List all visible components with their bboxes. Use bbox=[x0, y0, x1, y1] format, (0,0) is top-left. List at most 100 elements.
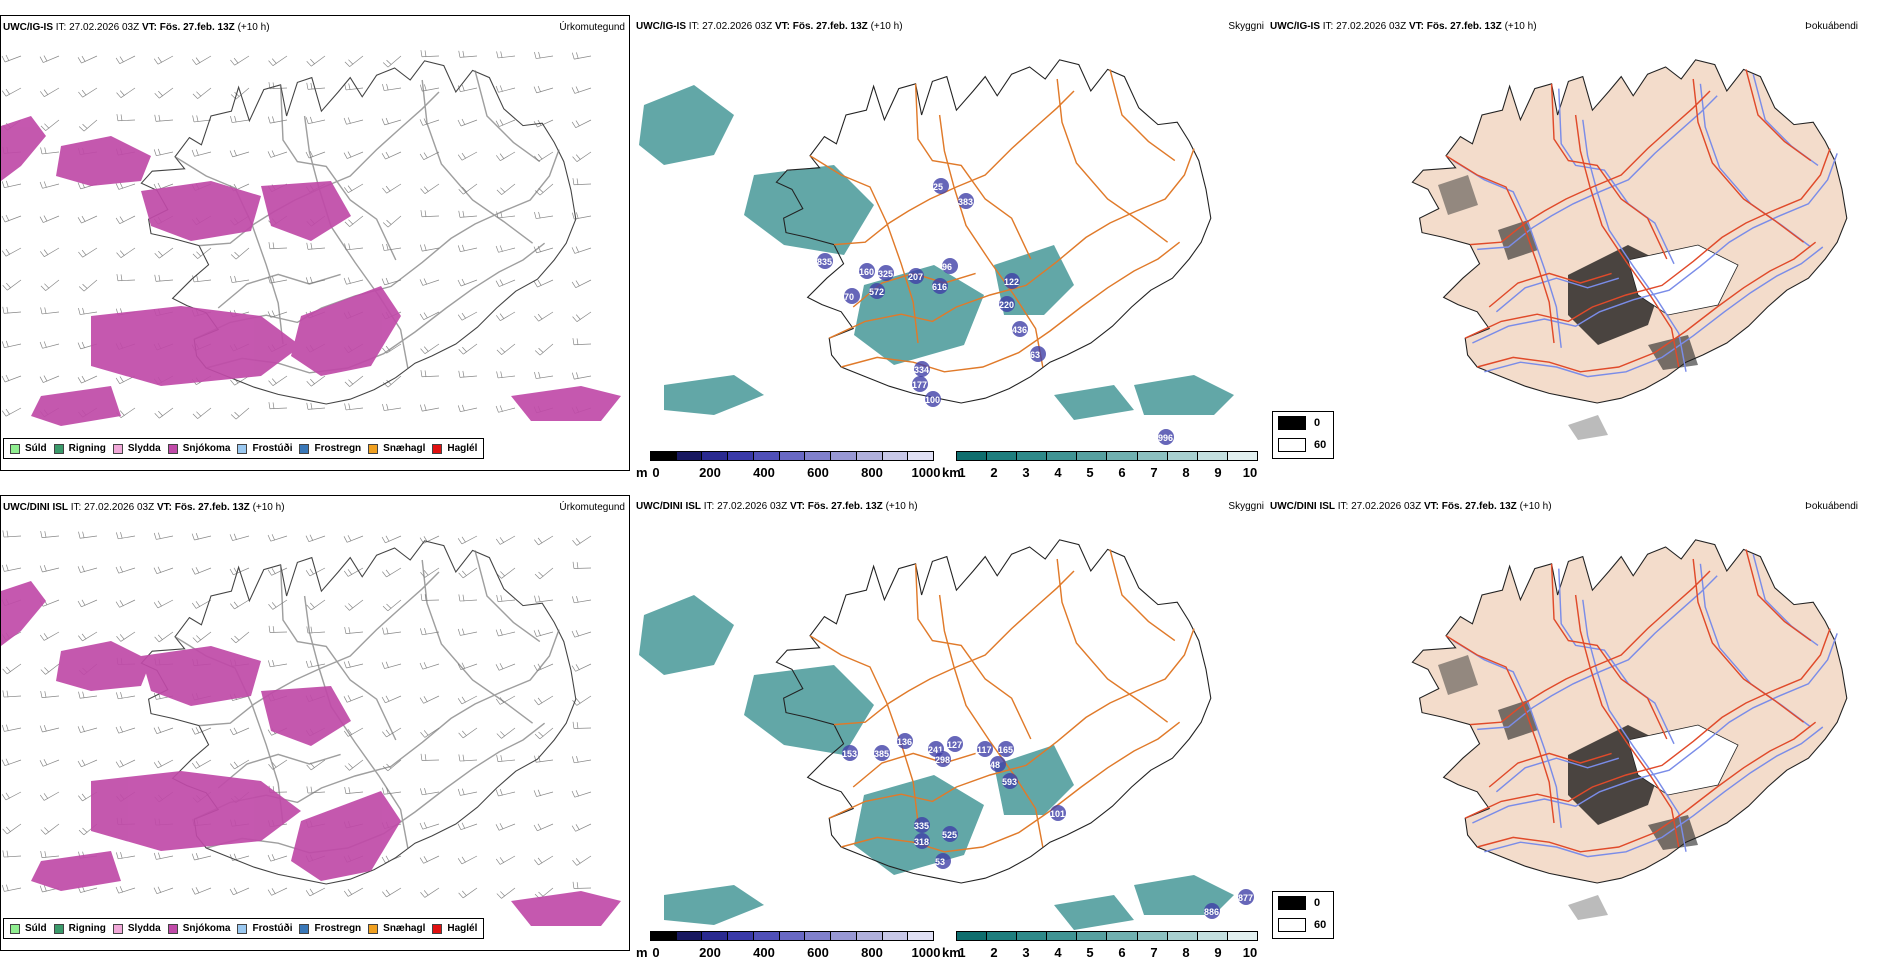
cloud-base-value: 334 bbox=[914, 365, 929, 375]
wind-barb-icon bbox=[306, 626, 326, 634]
wind-barb-icon bbox=[78, 631, 98, 642]
legend-swatch bbox=[432, 923, 443, 934]
wind-barb-icon bbox=[191, 727, 212, 735]
fog-indicator-map bbox=[1411, 59, 1848, 440]
snow-area bbox=[1, 116, 46, 181]
wind-barb-icon bbox=[39, 631, 60, 641]
wind-barb-icon bbox=[457, 311, 478, 321]
low-visibility-area bbox=[664, 885, 764, 925]
precip-type-panel: UWC/DINI ISL IT: 27.02.2026 03Z VT: Fös.… bbox=[0, 495, 630, 951]
cloud-base-value: 165 bbox=[998, 745, 1013, 755]
wind-barb-icon bbox=[420, 50, 440, 58]
colorbar-tick: 800 bbox=[861, 465, 883, 480]
colorbar-cell bbox=[957, 932, 988, 940]
colorbar-tick: 200 bbox=[699, 945, 721, 960]
colorbar-tick: 8 bbox=[1182, 945, 1190, 960]
wind-barb-icon bbox=[191, 853, 212, 861]
wind-barb-icon bbox=[571, 246, 592, 254]
snow-area bbox=[56, 641, 151, 691]
wind-barb-icon bbox=[457, 855, 478, 865]
wind-barb-icon bbox=[496, 311, 516, 321]
wind-barb-icon bbox=[1, 87, 22, 97]
cloud-base-value: 241 bbox=[928, 745, 943, 755]
wind-barb-icon bbox=[1, 791, 22, 801]
legend-item: Súld bbox=[10, 923, 47, 934]
wind-barb-icon bbox=[458, 343, 478, 355]
wind-barb-icon bbox=[533, 663, 554, 672]
wind-barb-icon bbox=[40, 531, 60, 539]
wind-barb-icon bbox=[267, 567, 288, 576]
colorbar-tick: 4 bbox=[1054, 945, 1062, 960]
colorbar-tick: 8 bbox=[1182, 465, 1190, 480]
wind-barb-icon bbox=[306, 375, 326, 387]
cloud-base-value: 127 bbox=[947, 740, 962, 750]
wind-barb-icon bbox=[381, 117, 402, 126]
wind-barb-icon bbox=[419, 244, 440, 252]
cloud-base-marker bbox=[977, 741, 993, 757]
fog-indicator-panel: UWC/IG-IS IT: 27.02.2026 03Z VT: Fös. 27… bbox=[1268, 15, 1898, 471]
wind-barb-icon bbox=[458, 594, 478, 602]
cloud-base-marker bbox=[908, 268, 924, 284]
wind-barb-icon bbox=[344, 787, 364, 795]
wind-barb-icon bbox=[457, 822, 478, 831]
wind-barb-icon bbox=[571, 52, 592, 60]
cloud-base-value: 63 bbox=[1030, 350, 1040, 360]
wind-barb-icon bbox=[382, 243, 402, 251]
cloud-base-value: 153 bbox=[842, 749, 857, 759]
cloud-base-value: 525 bbox=[942, 830, 957, 840]
wind-barb-icon bbox=[77, 375, 98, 384]
cloud-base-value: 207 bbox=[908, 272, 923, 282]
colorbar-cell bbox=[987, 932, 1018, 940]
wind-barb-icon bbox=[306, 599, 326, 611]
wind-barb-icon bbox=[2, 306, 22, 314]
cloud-base-value: 101 bbox=[1050, 809, 1065, 819]
wind-barb-icon bbox=[457, 278, 478, 287]
wind-barb-icon bbox=[154, 247, 174, 259]
wind-barb-icon bbox=[381, 535, 402, 544]
wind-barb-icon bbox=[572, 855, 592, 866]
colorbar-cell bbox=[1017, 932, 1048, 940]
legend-label: Haglél bbox=[447, 443, 478, 454]
colorbar-tick: 600 bbox=[807, 465, 829, 480]
legend-item: Haglél bbox=[432, 923, 477, 934]
wind-barb-icon bbox=[230, 55, 250, 66]
wind-barb-icon bbox=[78, 119, 98, 132]
wind-barb-icon bbox=[305, 887, 326, 897]
wind-barb-icon bbox=[343, 661, 364, 669]
legend-item: Frostregn bbox=[299, 443, 361, 454]
wind-barb-icon bbox=[572, 881, 592, 889]
wind-barb-icon bbox=[306, 82, 326, 90]
legend-swatch bbox=[432, 443, 443, 454]
colorbar-unit: km bbox=[942, 465, 961, 480]
wind-barb-icon bbox=[306, 786, 326, 794]
fog-legend-item: 0 bbox=[1278, 896, 1320, 910]
colorbar-tick: 600 bbox=[807, 945, 829, 960]
colorbar-cell bbox=[779, 452, 806, 460]
cloud-base-marker bbox=[942, 826, 958, 842]
wind-barb-icon bbox=[305, 276, 326, 285]
colorbar-cell bbox=[831, 452, 857, 460]
cloud-base-marker bbox=[935, 751, 951, 767]
wind-barb-icon bbox=[495, 245, 516, 253]
wind-barb-icon bbox=[230, 115, 250, 123]
wind-barb-icon bbox=[39, 725, 60, 733]
colorbar-tick: 3 bbox=[1022, 945, 1030, 960]
panel-title-precip: Úrkomutegund bbox=[559, 502, 625, 513]
panel-header: UWC/IG-IS IT: 27.02.2026 03Z VT: Fös. 27… bbox=[1270, 21, 1537, 32]
legend-label: Snæhagl bbox=[383, 923, 426, 934]
fog-legend-swatch bbox=[1278, 918, 1306, 932]
fog-legend: 0 60 bbox=[1272, 411, 1334, 459]
cloud-base-marker bbox=[998, 741, 1014, 757]
wind-barb-icon bbox=[1, 407, 22, 417]
wind-barb-icon bbox=[382, 403, 402, 411]
wind-barb-icon bbox=[1, 724, 22, 732]
fog-area bbox=[1438, 175, 1478, 215]
wind-barb-icon bbox=[534, 595, 554, 603]
wind-barb-icon bbox=[1, 374, 22, 383]
wind-barb-icon bbox=[1, 564, 22, 572]
wind-barb-icon bbox=[571, 212, 592, 220]
wind-barb-icon bbox=[457, 628, 478, 636]
cloud-base-value: 877 bbox=[1238, 893, 1253, 903]
wind-barb-icon bbox=[420, 370, 440, 378]
